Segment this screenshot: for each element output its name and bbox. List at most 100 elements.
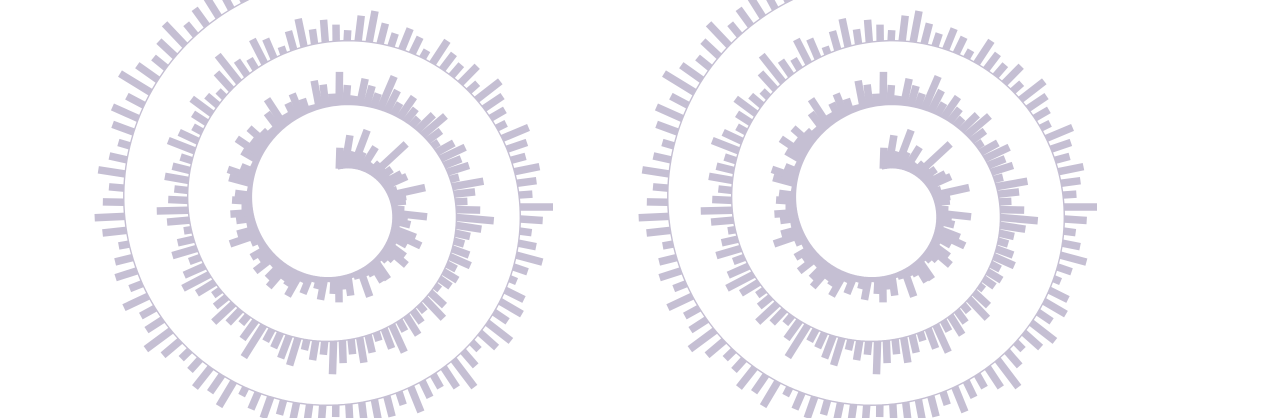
spiral-bar-chart-right	[638, 0, 1097, 418]
bar	[151, 54, 169, 71]
bar	[842, 97, 855, 115]
bar	[920, 74, 942, 111]
bar	[931, 232, 953, 249]
bar	[171, 244, 198, 260]
bar	[863, 340, 873, 356]
bar	[228, 174, 254, 188]
bar	[852, 340, 864, 361]
bar	[898, 15, 909, 42]
bar	[952, 115, 966, 129]
bar	[519, 227, 533, 237]
bar	[240, 323, 267, 360]
bar	[429, 372, 444, 390]
bar	[236, 225, 259, 238]
bar	[902, 145, 923, 172]
bar	[908, 334, 920, 354]
bar	[654, 103, 685, 122]
bar	[913, 92, 926, 109]
bar	[468, 339, 482, 353]
bar	[294, 18, 308, 48]
bar	[1057, 162, 1085, 176]
bar	[994, 245, 1015, 259]
bar	[247, 391, 262, 411]
bar	[735, 110, 753, 126]
bar	[328, 93, 337, 106]
bar	[990, 161, 1015, 176]
bar	[192, 365, 214, 390]
bar	[757, 70, 779, 93]
bar	[782, 385, 794, 398]
bar	[357, 401, 368, 418]
bar	[448, 253, 472, 270]
bar	[900, 336, 912, 364]
bar	[342, 84, 352, 105]
bar	[801, 248, 818, 264]
bar	[793, 37, 812, 66]
bar	[852, 28, 863, 45]
bar	[932, 323, 952, 354]
bar	[257, 248, 274, 264]
bar	[414, 112, 436, 134]
bar	[999, 197, 1012, 206]
bar	[996, 237, 1010, 248]
bar	[388, 323, 408, 354]
bar	[441, 268, 460, 284]
bar	[1060, 176, 1081, 187]
bar	[935, 216, 956, 229]
bar	[370, 398, 384, 418]
bar	[194, 279, 217, 297]
bar	[1059, 251, 1088, 266]
bar	[481, 92, 505, 112]
bar	[383, 88, 401, 114]
bar	[442, 155, 463, 169]
bar	[923, 247, 940, 264]
bar	[830, 402, 845, 418]
bar	[249, 37, 268, 66]
bar	[422, 296, 447, 321]
bar	[319, 84, 330, 108]
bar	[183, 226, 192, 235]
bar	[951, 385, 969, 414]
bar	[277, 334, 293, 360]
bar	[823, 265, 839, 283]
bar	[992, 62, 1009, 79]
bar	[102, 198, 124, 207]
bar	[726, 262, 751, 279]
bar	[1018, 78, 1047, 103]
bar	[658, 253, 678, 266]
bar	[782, 313, 795, 327]
bar	[110, 103, 141, 122]
bar	[395, 318, 409, 333]
bar	[1000, 213, 1039, 225]
bar	[933, 101, 948, 117]
bar	[191, 110, 209, 126]
bar	[793, 244, 815, 261]
bar	[915, 257, 935, 282]
bar	[1054, 152, 1071, 164]
bar	[239, 318, 259, 342]
bar	[437, 275, 453, 290]
bar	[246, 56, 259, 72]
bar	[1064, 203, 1097, 211]
bar	[439, 143, 467, 163]
bar	[183, 21, 199, 38]
bar	[418, 379, 434, 399]
bar	[376, 22, 390, 45]
bar	[187, 253, 202, 266]
bar	[934, 224, 961, 241]
bar	[1042, 298, 1068, 318]
bar	[212, 294, 230, 310]
bar	[735, 123, 749, 136]
bar	[349, 128, 371, 170]
bar	[721, 128, 744, 145]
bar	[784, 323, 811, 360]
bar	[518, 190, 533, 199]
bar	[239, 163, 257, 176]
bar	[488, 106, 507, 122]
bar	[803, 127, 819, 143]
bar	[191, 6, 210, 28]
bar	[427, 289, 448, 309]
bar	[396, 94, 418, 121]
bar	[879, 71, 888, 105]
bar	[736, 365, 758, 390]
